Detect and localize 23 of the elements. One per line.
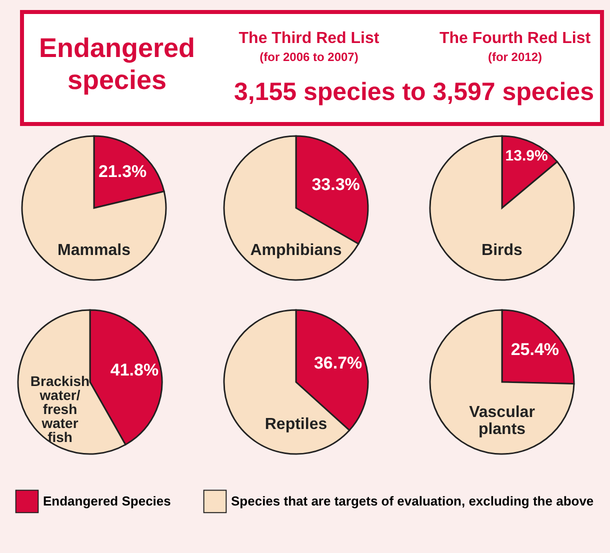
data-label: 25.4% <box>510 340 560 359</box>
legend-label: Species that are targets of evaluation, excluding the above <box>231 493 594 508</box>
pie-slice <box>21 135 167 281</box>
pie-slice <box>429 135 575 281</box>
text: Endangered species <box>38 32 196 96</box>
text: The Third Red List <box>238 30 380 48</box>
text: The Fourth Red List <box>438 30 592 48</box>
pie-slice <box>429 309 575 455</box>
text: Reptiles <box>264 416 328 433</box>
text: (for 2006 to 2007) <box>258 50 360 64</box>
text: 3,155 species to 3,597 species <box>233 78 595 107</box>
text: Birds <box>482 242 523 259</box>
text: (for 2012) <box>486 50 544 64</box>
data-label: 33.3% <box>312 174 360 194</box>
data-label: 36.7% <box>314 353 362 372</box>
data-label: 13.9% <box>505 147 548 164</box>
text: Mammals <box>58 242 131 259</box>
text: Amphibians <box>250 242 342 259</box>
data-label: 41.8% <box>110 360 159 380</box>
legend-label: Endangered Species <box>43 493 171 508</box>
data-label: 21.3% <box>98 162 147 181</box>
text: Vascular plants <box>469 404 535 438</box>
text: Brackish water/ fresh water fish <box>30 373 90 445</box>
